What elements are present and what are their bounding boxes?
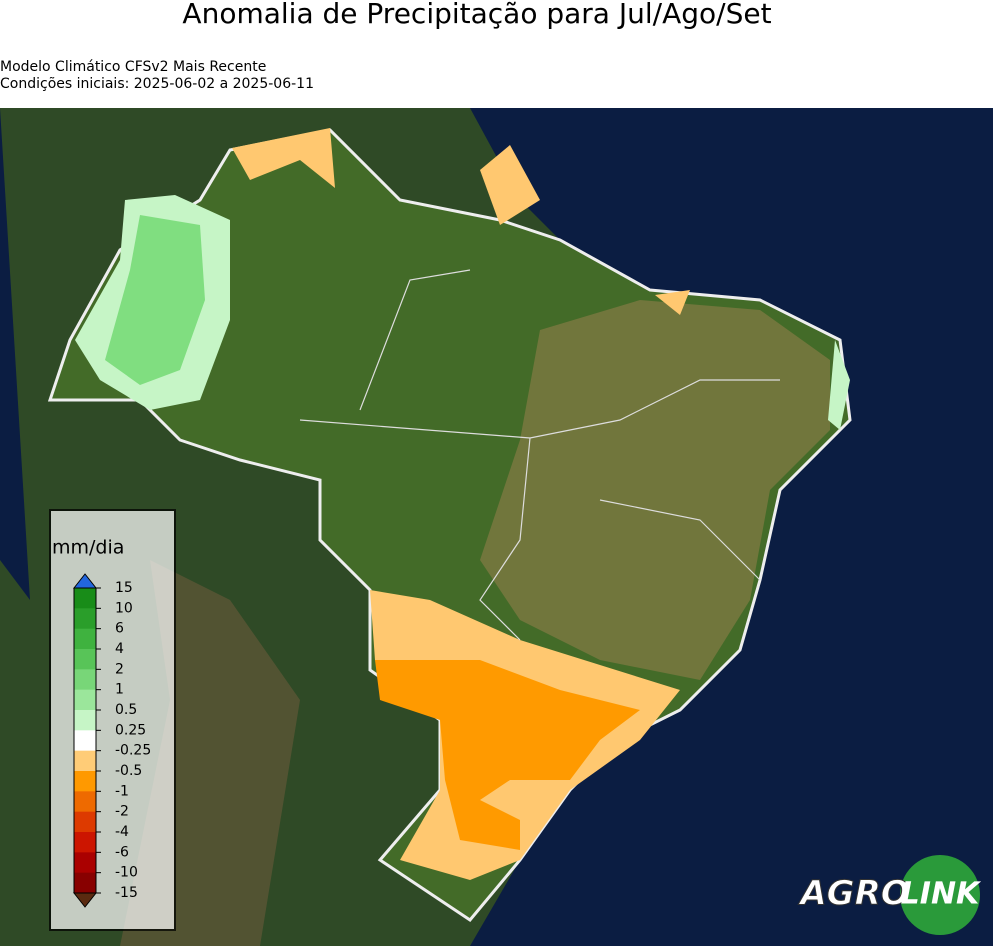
colorbar-tick-label: -1 [115, 783, 129, 799]
subtitle: Modelo Climático CFSv2 Mais Recente [0, 59, 266, 75]
colorbar-label: mm/dia [52, 537, 124, 559]
anomaly-area [232, 128, 335, 188]
logo-text: AGRO [797, 874, 909, 914]
colorbar-tick-label: 0.5 [115, 702, 137, 718]
colorbar-bin [74, 852, 96, 874]
anomaly-area [655, 290, 690, 315]
colorbar-tick-label: -0.5 [115, 763, 142, 779]
colorbar-bin [74, 628, 96, 650]
state-border [359, 269, 471, 411]
anomaly-area [828, 340, 850, 430]
colorbar-bin [74, 710, 96, 731]
colorbar-tick-label: 15 [115, 580, 133, 596]
colorbar-tick-label: 0.25 [115, 722, 146, 738]
anomaly-area [480, 145, 540, 225]
colorbar-tick-label: -15 [115, 885, 138, 901]
colorbar-tick-label: 10 [115, 600, 133, 616]
colorbar-tick-label: -2 [115, 804, 129, 820]
colorbar-outline [73, 587, 97, 894]
logo: AGRO LINK [797, 855, 982, 935]
colorbar-tick-label: 2 [115, 661, 124, 677]
colorbar-tick-label: -0.25 [115, 743, 151, 759]
colorbar-bin [74, 649, 96, 670]
anomaly-area [105, 215, 205, 385]
colorbar-bin [74, 791, 96, 813]
colorbar-bin [74, 730, 96, 752]
logo-circle [900, 855, 980, 935]
anomaly-area [375, 660, 640, 850]
colorbar: 15 10 6 4 2 1 0.5 0.25 -0.25 -0.5 -1 -2 -4 -6 -10 -15 [72, 573, 151, 908]
state-border [299, 379, 780, 439]
colorbar-tick-label: -10 [115, 865, 138, 881]
colorbar-tick-label: -6 [115, 844, 129, 860]
colorbar-bin [74, 588, 96, 609]
subtitle: Condições iniciais: 2025-06-02 a 2025-06… [0, 76, 314, 92]
colorbar-bin [74, 689, 96, 711]
colorbar-bin [74, 669, 96, 691]
logo-text: LINK [901, 877, 982, 912]
colorbar-bin [74, 832, 96, 853]
colorbar-bin [74, 608, 96, 630]
colorbar-tick-label: 1 [115, 682, 124, 698]
colorbar-bin [74, 811, 96, 833]
colorbar-bin [74, 872, 96, 894]
state-border [479, 437, 531, 641]
colorbar-box [49, 509, 176, 931]
state-border [599, 499, 761, 581]
dry-region [480, 300, 830, 680]
colorbar-tick-label: -4 [115, 824, 129, 840]
map [0, 108, 993, 946]
title: Anomalia de Precipitação para Jul/Ago/Se… [182, 0, 771, 30]
colorbar-tick-label: 4 [115, 641, 124, 657]
colorbar-tick-label: 6 [115, 621, 124, 637]
colorbar-bin [74, 750, 96, 772]
colorbar-bin [74, 771, 96, 792]
